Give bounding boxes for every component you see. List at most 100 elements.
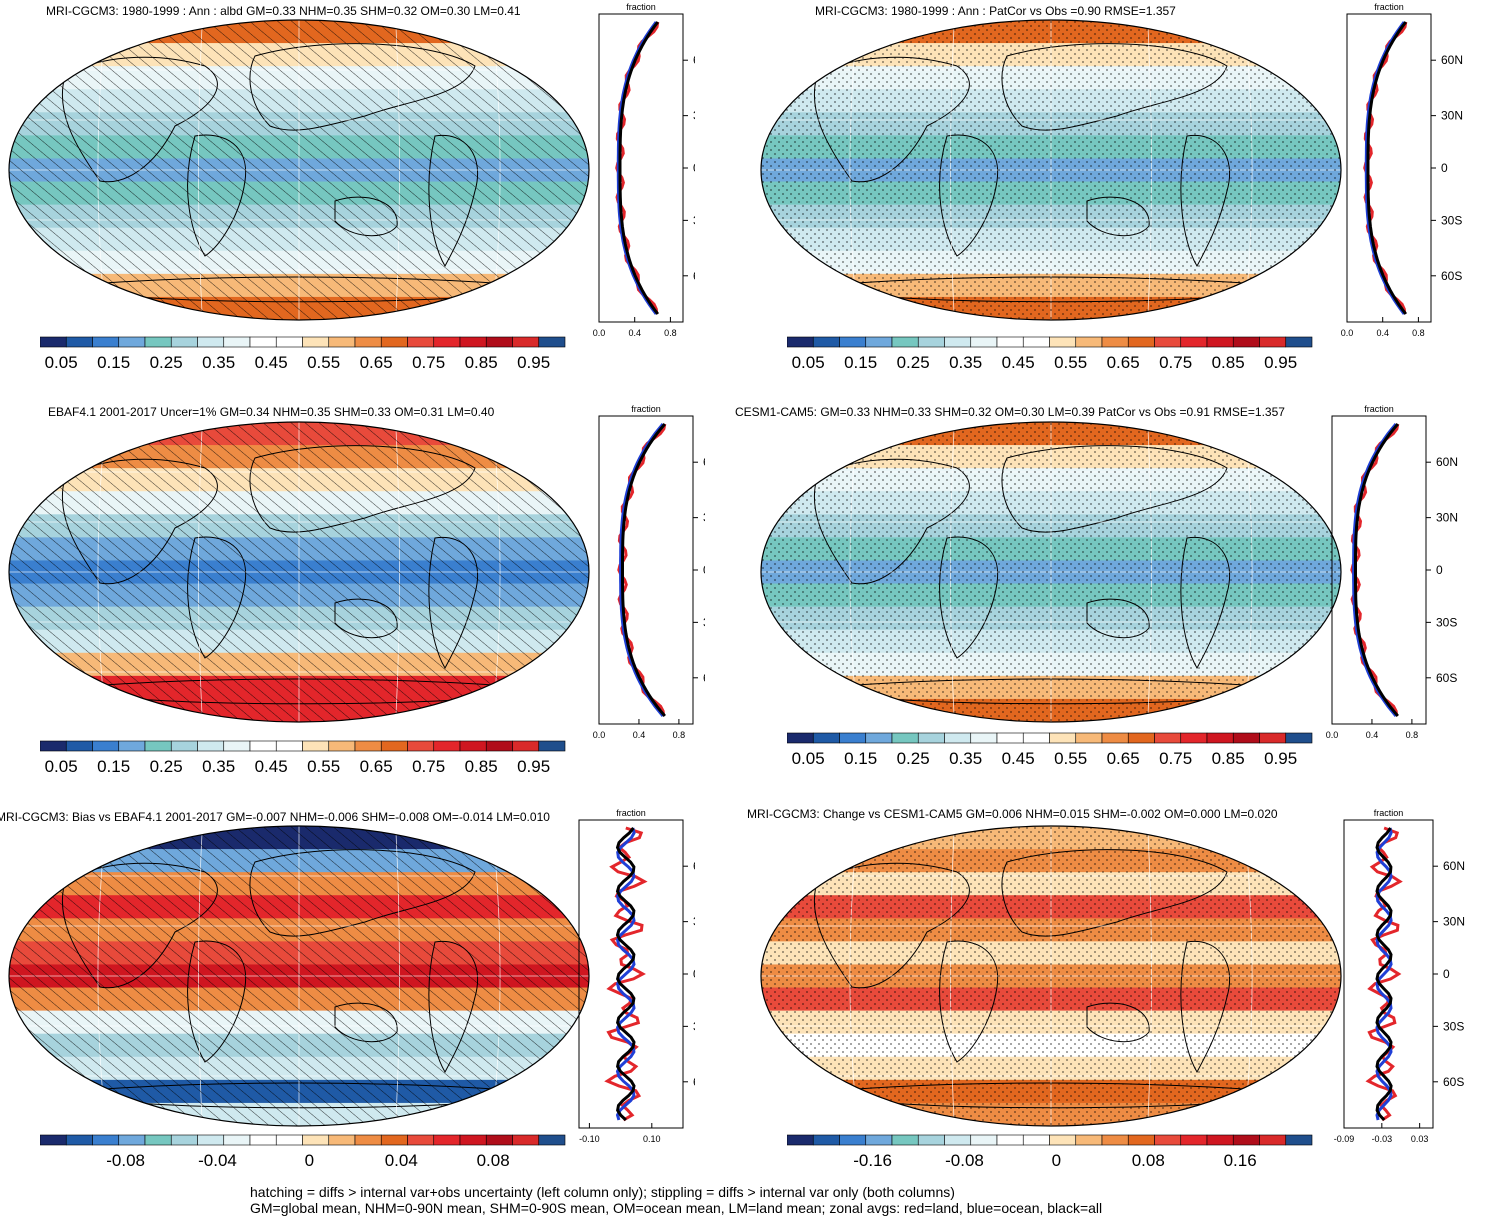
colorbar-label: 0.65: [360, 353, 393, 372]
panel-title-mri-change: MRI-CGCM3: Change vs CESM1-CAM5 GM=0.006…: [747, 807, 1278, 821]
lat-tick-label: 0: [1436, 563, 1443, 577]
x-tick-label: 0.8: [1406, 730, 1419, 740]
map-field: [9, 422, 589, 722]
footer-legend-note: GM=global mean, NHM=0-90N mean, SHM=0-90…: [250, 1200, 1103, 1216]
zonal-axis-title: fraction: [1374, 808, 1404, 818]
colorbar-label: 0.95: [1264, 353, 1297, 372]
colorbar-mri-bias: -0.08 -0.04 0 0.04 0.08: [40, 1134, 566, 1170]
colorbar-label: 0.45: [1002, 749, 1035, 768]
panel-title-mri-clim: MRI-CGCM3: 1980-1999 : Ann : albd GM=0.3…: [46, 4, 521, 18]
colorbar-label: -0.08: [106, 1151, 145, 1170]
colorbar-label: 0: [1052, 1151, 1061, 1170]
map-border: [760, 825, 1342, 1127]
colorbar-swatch: [1075, 336, 1103, 348]
colorbar-swatch: [40, 740, 67, 752]
colorbar-swatch: [459, 336, 487, 348]
colorbar-swatch: [1232, 336, 1260, 348]
map-border: [760, 19, 1342, 321]
zonal-axis-title: fraction: [616, 808, 646, 818]
x-tick-label: 0.4: [1366, 730, 1379, 740]
colorbar-swatch: [1259, 1134, 1287, 1146]
colorbar-swatch: [485, 336, 513, 348]
x-tick-label: 0.8: [664, 328, 677, 338]
zonal-axis-title: fraction: [1364, 404, 1394, 414]
map-field: [9, 826, 589, 1126]
colorbar-swatch: [787, 732, 814, 744]
colorbar-label: 0.55: [1054, 749, 1087, 768]
colorbar-swatch: [1180, 1134, 1208, 1146]
colorbar-swatch: [812, 732, 840, 744]
lat-tick-label: 30N: [693, 109, 695, 123]
zonal-plot-mri-clim: fraction 60N 30N 0 30S 60S 0.0 0.4 0.8: [593, 2, 695, 338]
colorbar-swatch: [197, 740, 225, 752]
colorbar-label: 0.85: [465, 353, 498, 372]
colorbar-swatch: [302, 336, 330, 348]
panel-title-cesm-clim: CESM1-CAM5: GM=0.33 NHM=0.33 SHM=0.32 OM…: [735, 405, 1285, 419]
colorbar-swatch: [118, 336, 146, 348]
colorbar-swatch: [970, 1134, 998, 1146]
colorbar-swatch: [1180, 732, 1208, 744]
colorbar-swatch: [891, 1134, 919, 1146]
colorbar-swatch: [65, 336, 93, 348]
colorbar-swatch: [512, 1134, 540, 1146]
colorbar-label: 0.35: [202, 353, 235, 372]
colorbar-swatch: [1049, 336, 1077, 348]
colorbar-swatch: [275, 740, 303, 752]
colorbar-swatch: [249, 336, 277, 348]
zonal-plot-ebaf-obs: fraction 60N 30N 0 30S 60S 0.0 0.4 0.8: [593, 404, 705, 740]
colorbar-label: 0.25: [897, 353, 930, 372]
colorbar-swatch: [380, 740, 408, 752]
colorbar-swatch: [1075, 732, 1103, 744]
colorbar-swatch: [1101, 1134, 1129, 1146]
colorbar-swatch: [65, 1134, 93, 1146]
lat-tick-label: 60N: [693, 53, 695, 67]
ocean-line: [1364, 21, 1406, 315]
colorbar-label: 0.08: [477, 1151, 510, 1170]
colorbar-swatch: [812, 336, 840, 348]
colorbar-swatch: [407, 1134, 435, 1146]
colorbar-swatch: [433, 740, 461, 752]
lat-tick-label: 60N: [1436, 455, 1458, 469]
colorbar-swatch: [1101, 732, 1129, 744]
colorbar-label: 0.35: [949, 749, 982, 768]
colorbar-swatch: [144, 740, 172, 752]
colorbar-swatch: [275, 1134, 303, 1146]
colorbar-swatch: [223, 336, 251, 348]
colorbar-label: 0.75: [412, 757, 445, 776]
colorbar-swatch: [1206, 1134, 1234, 1146]
colorbar-swatch: [917, 732, 945, 744]
colorbar-swatch: [1285, 732, 1313, 744]
colorbar-swatch: [118, 1134, 146, 1146]
lat-tick-label: 30N: [693, 915, 695, 929]
colorbar-swatch: [970, 336, 998, 348]
colorbar-mri-change: -0.16 -0.08 0 0.08 0.16: [787, 1134, 1313, 1170]
colorbar-swatch: [459, 740, 487, 752]
colorbar-swatch: [170, 740, 198, 752]
lat-tick-label: 30S: [1443, 1019, 1464, 1033]
lat-tick-label: 30N: [1441, 109, 1463, 123]
colorbar-swatch: [839, 1134, 867, 1146]
colorbar-swatch: [354, 336, 382, 348]
colorbar-swatch: [812, 1134, 840, 1146]
colorbar-swatch: [891, 732, 919, 744]
colorbar-swatch: [512, 336, 540, 348]
colorbar-swatch: [865, 732, 893, 744]
ocean-line: [619, 423, 665, 717]
colorbar-swatch: [328, 1134, 356, 1146]
x-tick-label: 0.0: [1341, 328, 1354, 338]
colorbar-label: 0.95: [517, 757, 550, 776]
x-tick-label: -0.03: [1372, 1134, 1393, 1144]
colorbar-swatch: [223, 740, 251, 752]
colorbar-swatch: [1154, 732, 1182, 744]
colorbar-swatch: [354, 1134, 382, 1146]
colorbar-swatch: [1285, 1134, 1313, 1146]
colorbar-swatch: [328, 336, 356, 348]
colorbar-swatch: [996, 1134, 1024, 1146]
colorbar-label: 0.95: [1264, 749, 1297, 768]
colorbar-swatch: [170, 1134, 198, 1146]
colorbar-swatch: [485, 740, 513, 752]
ocean-line: [1352, 423, 1398, 717]
x-tick-label: 0.0: [593, 730, 606, 740]
colorbar-swatch: [197, 1134, 225, 1146]
colorbar-swatch: [433, 336, 461, 348]
